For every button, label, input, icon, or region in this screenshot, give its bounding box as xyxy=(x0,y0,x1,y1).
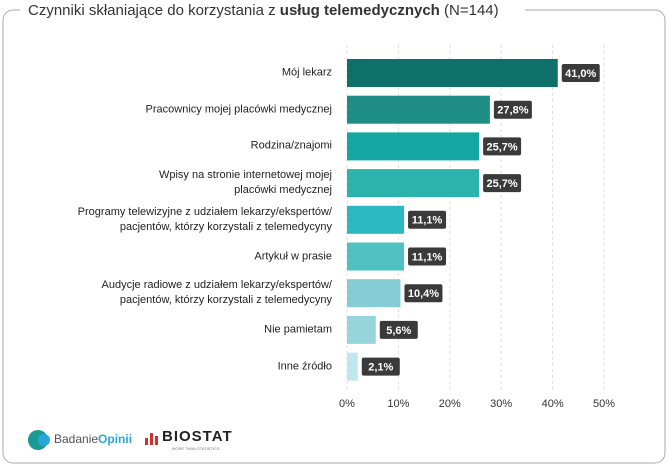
logo-biostat: BIOSTAT MORE THAN STATISTICS xyxy=(145,428,233,451)
value-label-bg xyxy=(483,174,522,193)
value-label-bg xyxy=(483,137,522,156)
value-label-bg xyxy=(361,357,400,376)
category-label: Mój lekarz xyxy=(281,66,332,79)
bar xyxy=(347,352,358,381)
title-part: Czynniki skłaniające do korzystania z xyxy=(28,2,280,19)
value-label-bg xyxy=(408,210,447,229)
logo-text-part: Opinii xyxy=(98,432,132,446)
value-label: 10,4% xyxy=(408,288,439,300)
value-label-bg xyxy=(493,100,532,119)
value-label: 2,1% xyxy=(368,362,393,374)
bar xyxy=(347,132,480,161)
category-label: Programy telewizyjne z udziałem lekarzy/… xyxy=(77,205,332,233)
value-label: 11,1% xyxy=(412,251,443,263)
category-label: Artykuł w prasie xyxy=(254,250,332,262)
bar xyxy=(347,59,558,87)
value-label: 27,8% xyxy=(497,105,528,117)
logo-text-part: Badanie xyxy=(54,432,98,446)
value-label-bg xyxy=(408,247,447,266)
category-label: Nie pamietam xyxy=(264,323,332,336)
x-tick-label: 20% xyxy=(439,398,461,410)
logo-badanie: BadanieOpinii xyxy=(28,430,132,450)
chart-title: Czynniki skłaniające do korzystania z us… xyxy=(28,2,499,19)
value-label: 11,1% xyxy=(412,215,443,227)
x-tick-label: 0% xyxy=(339,398,355,410)
category-label: Audycje radiowe z udziałem lekarzy/ekspe… xyxy=(101,279,333,307)
logo-icon xyxy=(145,438,148,445)
value-label-bg xyxy=(404,284,443,303)
value-label: 25,7% xyxy=(486,178,517,190)
category-label: Wpisy na stronie internetowej mojej plac… xyxy=(158,169,332,197)
bar xyxy=(347,205,405,234)
x-tick-label: 40% xyxy=(542,398,564,410)
logo-icon xyxy=(155,436,158,445)
bar xyxy=(347,279,401,308)
bar xyxy=(347,315,376,344)
value-label: 41,0% xyxy=(565,68,596,80)
x-tick-label: 50% xyxy=(593,398,615,410)
value-label-bg xyxy=(379,320,418,339)
value-label: 5,6% xyxy=(386,325,411,337)
category-label: Inne źródło xyxy=(277,360,332,373)
x-tick-label: 30% xyxy=(490,398,512,410)
category-label: Pracownicy mojej placówki medycznej xyxy=(145,103,332,116)
logo-icon xyxy=(38,434,50,446)
category-label: Rodzina/znajomi xyxy=(250,139,332,152)
logo-tagline: MORE THAN STATISTICS xyxy=(172,446,220,451)
bar xyxy=(347,169,480,198)
value-label-bg xyxy=(561,64,600,82)
bar xyxy=(347,242,405,271)
logo-text: BadanieOpinii xyxy=(54,432,132,446)
bar xyxy=(347,95,490,124)
logo-text: BIOSTAT xyxy=(162,428,233,445)
title-part: usług telemedycznych xyxy=(280,2,440,19)
x-tick-label: 10% xyxy=(387,398,409,410)
value-label: 25,7% xyxy=(486,141,517,153)
title-part: (N=144) xyxy=(440,2,499,19)
title-bg xyxy=(20,0,525,22)
logo-icon xyxy=(150,433,153,445)
